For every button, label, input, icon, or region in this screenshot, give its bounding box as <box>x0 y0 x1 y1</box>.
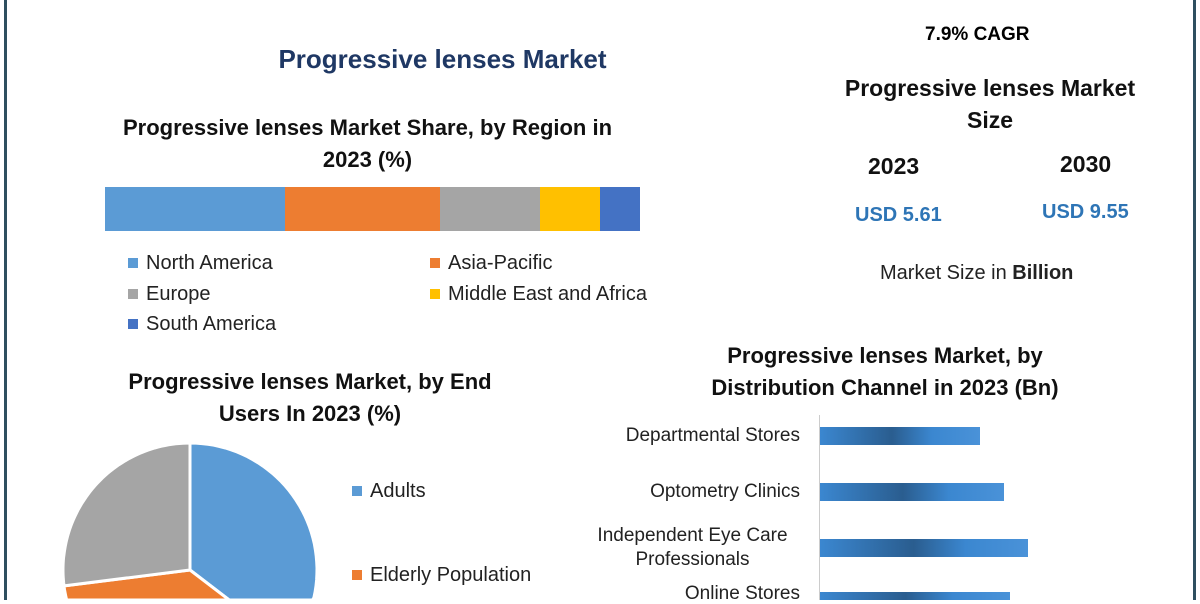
year-2023: 2023 <box>868 153 920 179</box>
stack-segment-0 <box>105 187 285 231</box>
page-title: Progressive lenses Market <box>278 44 607 74</box>
value-2030: USD 9.55 <box>1042 201 1129 223</box>
region-chart-title: Progressive lenses Market Share, by Regi… <box>122 115 613 172</box>
stack-segment-4 <box>599 187 640 231</box>
legend-elderly: Elderly Population <box>352 564 531 586</box>
channel-label: Online Stores <box>684 583 800 604</box>
size-heading: Progressive lenses Market Size <box>844 75 1136 133</box>
channel-bar <box>820 539 1028 557</box>
legend-asia-pacific: Asia-Pacific <box>430 252 552 274</box>
year-2030: 2030 <box>1060 151 1112 177</box>
end-users-pie <box>61 441 319 600</box>
channel-axis <box>819 415 820 600</box>
end-users-title: Progressive lenses Market, by End Users … <box>128 369 492 426</box>
channel-label: Independent Eye Care Professionals <box>597 525 788 570</box>
legend-adults: Adults <box>352 480 426 502</box>
legend-south-america: South America <box>128 313 276 335</box>
channel-label: Departmental Stores <box>625 425 800 446</box>
legend-mea: Middle East and Africa <box>430 283 647 305</box>
channel-bar <box>820 592 1010 600</box>
channel-bar <box>820 427 980 445</box>
stack-segment-3 <box>539 187 600 231</box>
channel-title: Progressive lenses Market, by Distributi… <box>711 343 1059 400</box>
legend-north-america: North America <box>128 252 273 274</box>
legend-europe: Europe <box>128 283 211 305</box>
pie-slice-2 <box>61 441 192 588</box>
cagr: 7.9% CAGR <box>925 24 1030 45</box>
channel-bar <box>820 483 1004 501</box>
pie-slice-0 <box>188 441 319 600</box>
stack-segment-1 <box>284 187 440 231</box>
value-2023: USD 5.61 <box>855 204 942 226</box>
region-stacked-bar <box>105 187 640 231</box>
channel-label: Optometry Clinics <box>650 481 800 502</box>
unit-note: Market Size in Billion <box>880 262 1074 284</box>
frame <box>4 0 1196 600</box>
stack-segment-2 <box>439 187 540 231</box>
pie-slice-1 <box>62 568 232 600</box>
